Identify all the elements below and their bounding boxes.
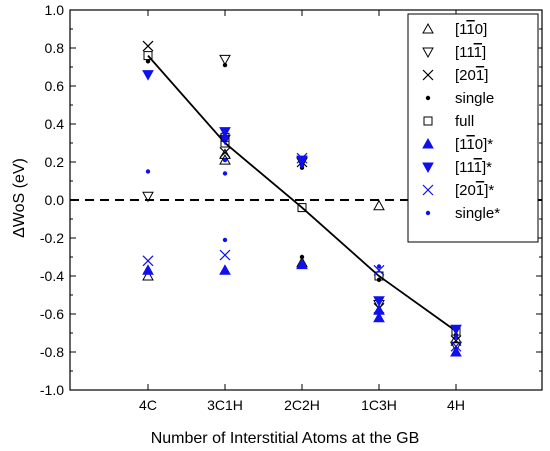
data-point--201- xyxy=(142,255,154,267)
data-point-single- xyxy=(376,264,382,269)
y-tick-label: 0.2 xyxy=(45,154,65,170)
data-point--111- xyxy=(450,324,462,336)
data-point-single- xyxy=(145,169,151,174)
legend-marker xyxy=(422,22,434,34)
data-point--111- xyxy=(450,341,462,353)
data-point-extra xyxy=(219,127,231,138)
data-point--111- xyxy=(142,70,154,81)
legend-label: [110] xyxy=(455,21,487,38)
x-axis-title: Number of Interstitial Atoms at the GB xyxy=(151,430,420,447)
legend-label: [111]* xyxy=(455,159,492,176)
data-point-single- xyxy=(299,163,305,168)
legend-label: single xyxy=(455,90,494,107)
trend-line xyxy=(147,55,457,332)
y-tick-label: 0.6 xyxy=(45,78,65,94)
data-point--201- xyxy=(142,40,154,52)
y-tick-label: -0.6 xyxy=(40,306,64,322)
x-tick-label: 1C3H xyxy=(361,397,397,413)
data-point-full xyxy=(297,203,307,213)
data-point-extra xyxy=(299,254,305,260)
data-point-extra xyxy=(222,237,228,243)
y-tick-label: 1.0 xyxy=(45,2,65,18)
x-tick-label: 4C xyxy=(139,397,157,413)
y-tick-label: 0.0 xyxy=(45,192,65,208)
data-point--1-0- xyxy=(296,258,308,270)
x-tick-label: 4H xyxy=(447,397,465,413)
axes: 1.0 0.8 0.6 0.4 0.2 0.0 -0.2 -0.4 -0.6 -0.8 -1.0 4C… xyxy=(40,2,543,413)
y-tick-label: -0.8 xyxy=(40,344,64,360)
data-point--111- xyxy=(219,54,231,66)
y-axis-title: ΔWoS (eV) xyxy=(11,158,28,238)
data-point-extra xyxy=(222,157,228,163)
data-point--1-0- xyxy=(142,264,154,275)
data-point--201- xyxy=(450,340,462,352)
data-point--1-0- xyxy=(450,345,462,357)
data-point-single- xyxy=(222,171,228,176)
x-tick-label: 2C2H xyxy=(284,397,320,413)
y-tick-label: -0.4 xyxy=(40,268,64,284)
legend-marker xyxy=(425,210,431,216)
legend-box xyxy=(407,13,539,243)
y-tick-label: -1.0 xyxy=(40,382,64,398)
data-point-single- xyxy=(453,334,459,339)
data-point-full xyxy=(143,51,153,61)
legend-marker xyxy=(425,95,431,101)
data-point--201- xyxy=(219,249,231,261)
data-point-single xyxy=(222,62,228,68)
legend-label: [201] xyxy=(455,67,488,84)
y-tick-label: -0.2 xyxy=(40,230,64,246)
legend-marker xyxy=(423,116,433,126)
data-point--201- xyxy=(373,264,385,276)
legend-label: [110]* xyxy=(455,136,493,153)
data-point-single xyxy=(145,59,151,64)
legend-marker xyxy=(422,69,434,81)
legend-marker xyxy=(422,137,434,149)
legend-label: [111] xyxy=(455,44,486,61)
legend-marker xyxy=(422,47,434,59)
data-point--111- xyxy=(373,296,385,307)
data-point-full xyxy=(374,271,384,281)
data-point--1-0- xyxy=(219,264,231,275)
legend-label: single* xyxy=(455,205,500,222)
y-tick-label: 0.8 xyxy=(45,40,65,56)
data-point--111- xyxy=(142,191,154,203)
data-point--1-0- xyxy=(142,269,154,281)
legend: [110] [111] [201] single full [110]* [111]* [20… xyxy=(407,13,539,243)
data-point--201- xyxy=(219,147,231,158)
legend-marker xyxy=(422,162,434,174)
y-tick-label: 0.4 xyxy=(45,116,65,132)
data-point--201- xyxy=(296,152,308,164)
data-point--1-0- xyxy=(373,199,385,211)
data-point-extra xyxy=(373,304,385,315)
legend-marker xyxy=(422,184,434,196)
legend-label: full xyxy=(455,113,474,130)
data-point--1-0- xyxy=(373,311,385,323)
legend-label: [201]* xyxy=(455,182,494,199)
data-point--201- xyxy=(450,335,462,347)
data-point--1-0- xyxy=(219,148,231,159)
x-tick-label: 3C1H xyxy=(207,397,243,413)
data-point-extra xyxy=(219,154,231,165)
